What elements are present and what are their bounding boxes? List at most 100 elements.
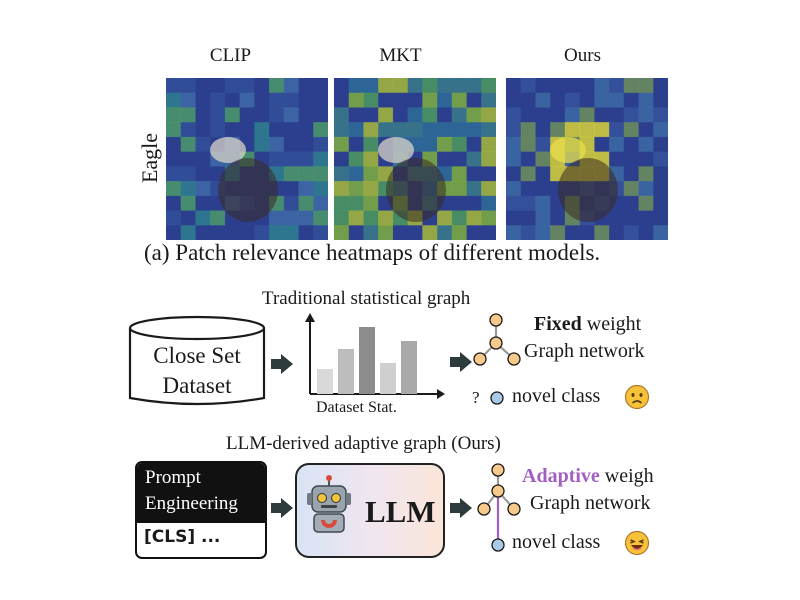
heatmap-patch bbox=[506, 166, 522, 182]
heatmap-patch bbox=[348, 195, 364, 212]
heatmap-patch bbox=[481, 78, 496, 94]
heatmap-patch bbox=[378, 210, 394, 226]
heatmap-patch bbox=[180, 225, 196, 240]
heatmap-patch bbox=[638, 195, 654, 212]
heatmap-patch bbox=[550, 122, 566, 138]
heatmap-patch bbox=[466, 107, 482, 123]
row-label-eagle: Eagle bbox=[137, 132, 162, 184]
heatmap-patch bbox=[653, 136, 668, 153]
heatmap-patch bbox=[407, 225, 423, 240]
heatmap-patch bbox=[623, 225, 640, 240]
eagle-body-shape bbox=[558, 158, 618, 222]
heatmap-patch bbox=[348, 92, 364, 108]
heatmap-patch bbox=[506, 210, 522, 226]
heatmap-patch bbox=[313, 195, 328, 212]
novel-class-node-icon bbox=[490, 391, 504, 405]
heatmap-patch bbox=[392, 122, 409, 138]
heatmap-patch bbox=[254, 122, 270, 138]
heatmap-patch bbox=[283, 151, 300, 167]
stat-bar bbox=[317, 369, 333, 394]
heatmap-patch bbox=[466, 210, 482, 226]
heatmap-patch bbox=[407, 78, 423, 94]
heatmap-patch bbox=[180, 181, 196, 197]
heatmap-patch bbox=[239, 225, 255, 240]
heatmap-patch bbox=[520, 78, 536, 94]
heatmap-patch bbox=[254, 107, 270, 123]
dataset-label-line1: Close Set bbox=[153, 343, 241, 368]
heatmap-patch bbox=[535, 92, 551, 108]
heatmap-patch bbox=[609, 225, 625, 240]
heatmap-patch bbox=[653, 181, 668, 197]
heatmap-patch bbox=[638, 107, 654, 123]
heatmap-patch bbox=[506, 195, 522, 212]
adaptive-novel-class-label: novel class bbox=[512, 531, 601, 553]
heatmap-patch bbox=[550, 210, 566, 226]
heatmap-patch bbox=[638, 225, 654, 240]
heatmap-patch bbox=[254, 78, 270, 94]
heatmap-patch bbox=[195, 210, 211, 226]
heatmap-patch bbox=[348, 166, 364, 182]
column-title-ours: Ours bbox=[564, 45, 601, 66]
heatmap-patch bbox=[550, 92, 566, 108]
fixed-word: Fixed bbox=[534, 313, 582, 335]
heatmap-patch bbox=[481, 151, 496, 167]
traditional-graph-title: Traditional statistical graph bbox=[262, 288, 471, 309]
heatmap-patch bbox=[334, 78, 350, 94]
heatmap-patch bbox=[594, 225, 610, 240]
heatmap-patch bbox=[166, 225, 182, 240]
eagle-head-shape bbox=[550, 137, 586, 163]
heatmap-patch bbox=[180, 92, 196, 108]
stat-bar bbox=[338, 349, 354, 394]
heatmap-patch bbox=[535, 151, 551, 167]
heatmap-patch bbox=[451, 122, 468, 138]
heatmap-patch bbox=[334, 107, 350, 123]
heatmap-patch bbox=[298, 166, 314, 182]
heatmap-patch bbox=[180, 107, 196, 123]
heatmap-patch bbox=[269, 136, 285, 153]
heatmap-patch bbox=[451, 107, 468, 123]
adaptive-graph-title: LLM-derived adaptive graph (Ours) bbox=[226, 433, 501, 454]
heatmap-patch bbox=[535, 210, 551, 226]
question-mark: ? bbox=[472, 388, 480, 407]
prompt-box: Prompt Engineering [CLS] ... bbox=[135, 461, 267, 559]
heatmap-patch bbox=[334, 92, 350, 108]
heatmap-patch bbox=[313, 225, 328, 240]
robot-icon bbox=[307, 475, 351, 533]
heatmap-patch bbox=[166, 92, 182, 108]
heatmap-patch bbox=[594, 78, 610, 94]
heatmap-patch bbox=[313, 181, 328, 197]
heatmap-patch bbox=[283, 136, 300, 153]
heatmap-patch bbox=[481, 225, 496, 240]
heatmap-patch bbox=[481, 107, 496, 123]
heatmap-patch bbox=[313, 92, 328, 108]
heatmap-ours bbox=[506, 78, 668, 240]
heatmap-patch bbox=[422, 225, 438, 240]
adaptive-graph-network-label: Graph network bbox=[530, 492, 651, 514]
heatmap-patch bbox=[451, 210, 468, 226]
heatmap-patch bbox=[535, 225, 551, 240]
heatmap-patch bbox=[466, 136, 482, 153]
heatmap-patch bbox=[466, 225, 482, 240]
heatmap-patch bbox=[239, 78, 255, 94]
stat-bar bbox=[359, 327, 375, 394]
heatmap-patch bbox=[239, 107, 255, 123]
heatmap-patch bbox=[334, 136, 350, 153]
heatmap-patch bbox=[298, 136, 314, 153]
heatmap-patch bbox=[422, 107, 438, 123]
heatmap-patch bbox=[506, 225, 522, 240]
heatmap-patch bbox=[422, 78, 438, 94]
heatmap-patch bbox=[210, 225, 226, 240]
heatmap-patch bbox=[298, 210, 314, 226]
heatmap-patch bbox=[466, 151, 482, 167]
heatmap-patch bbox=[363, 166, 379, 182]
heatmap-patch bbox=[422, 122, 438, 138]
heatmap-patch bbox=[298, 122, 314, 138]
heatmap-patch bbox=[594, 122, 610, 138]
heatmap-patch bbox=[535, 107, 551, 123]
heatmap-patch bbox=[451, 136, 468, 153]
eagle-head-shape bbox=[378, 137, 414, 163]
heatmap-patch bbox=[166, 122, 182, 138]
sad-face-icon bbox=[624, 384, 650, 410]
heatmap-patch bbox=[564, 78, 581, 94]
heatmap-clip-svg bbox=[166, 78, 328, 240]
